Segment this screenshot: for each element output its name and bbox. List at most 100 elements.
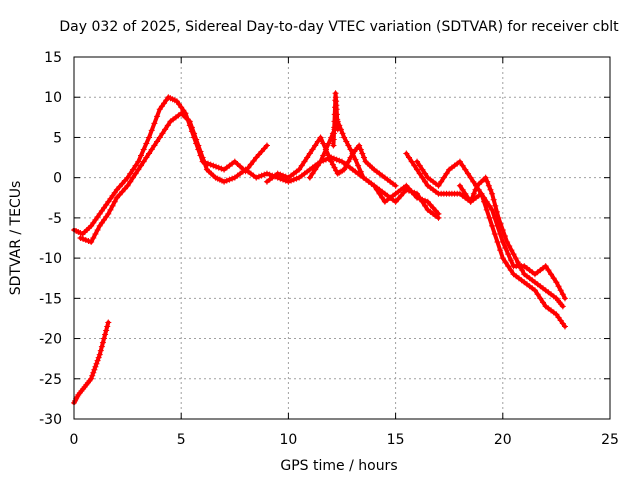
x-tick-label: 25 (601, 432, 619, 448)
data-point (486, 214, 493, 221)
data-point (229, 175, 236, 182)
data-point (330, 142, 337, 149)
data-point (459, 186, 466, 193)
data-point (334, 126, 341, 133)
data-point (395, 195, 402, 202)
data-point (127, 178, 134, 185)
data-point (357, 146, 364, 153)
x-tick-label: 15 (387, 432, 405, 448)
data-point (473, 182, 479, 189)
data-point (494, 239, 501, 246)
data-point (341, 166, 348, 173)
data-point (359, 150, 366, 157)
data-point (90, 369, 97, 376)
data-point (400, 189, 407, 196)
data-point (223, 177, 230, 184)
data-point (411, 162, 418, 169)
data-point (491, 230, 498, 237)
data-point (89, 372, 96, 379)
data-point (96, 222, 103, 229)
data-point (502, 259, 509, 266)
series-trace-spike (330, 90, 341, 149)
data-point (98, 219, 105, 226)
data-point (333, 106, 340, 113)
data-point (334, 121, 341, 128)
data-point (101, 216, 108, 223)
data-point (151, 142, 158, 149)
data-point (162, 126, 169, 133)
y-tick-label: 15 (44, 50, 62, 66)
y-tick-label: 10 (44, 90, 62, 106)
data-point (309, 170, 316, 177)
data-point (435, 182, 442, 189)
series-trace-left-bottom (71, 319, 112, 406)
data-point (501, 232, 508, 239)
data-point (109, 192, 116, 199)
data-point (97, 347, 104, 354)
data-point (550, 275, 557, 282)
data-point (408, 188, 415, 195)
data-point (306, 174, 313, 181)
data-point (132, 170, 139, 177)
data-point (341, 134, 348, 141)
data-point (459, 162, 466, 169)
data-point (470, 178, 477, 185)
data-point (456, 182, 463, 189)
data-point (414, 166, 421, 173)
data-point (111, 198, 118, 205)
data-point (156, 106, 163, 113)
data-point (493, 208, 500, 215)
data-point (207, 161, 214, 168)
data-point (293, 175, 300, 182)
data-point (430, 204, 437, 211)
data-point (77, 235, 84, 241)
data-point (103, 201, 110, 208)
data-point (124, 174, 131, 181)
data-point (467, 174, 474, 181)
x-axis-label: GPS time / hours (280, 458, 397, 474)
data-point (489, 222, 496, 229)
data-point (312, 142, 319, 149)
data-point (331, 124, 338, 131)
data-point (90, 219, 97, 226)
data-point (557, 317, 564, 324)
data-point (559, 320, 566, 327)
data-point (478, 190, 485, 197)
data-point (406, 154, 412, 161)
data-point (422, 178, 429, 185)
data-point (497, 230, 504, 237)
data-point (201, 160, 208, 167)
data-point (121, 185, 128, 192)
data-point (154, 138, 161, 145)
data-point (343, 138, 350, 145)
data-point (113, 186, 120, 193)
data-point (163, 97, 170, 104)
data-point (491, 214, 498, 221)
series-line (404, 151, 565, 309)
data-point (557, 287, 564, 294)
data-point (255, 173, 262, 180)
data-point (91, 366, 98, 373)
data-point (119, 180, 126, 187)
data-point (497, 247, 504, 254)
data-point (277, 171, 284, 178)
data-point (483, 206, 490, 213)
data-point (489, 206, 496, 213)
data-point (502, 245, 509, 252)
data-point (250, 157, 257, 164)
data-point (158, 103, 165, 110)
series-trace-middle-a (263, 134, 442, 221)
data-point (485, 182, 492, 189)
data-point (146, 150, 153, 157)
data-point (330, 136, 337, 143)
data-point (258, 172, 265, 179)
data-point (103, 327, 110, 334)
data-point (301, 158, 308, 165)
data-point (88, 239, 95, 246)
data-point (94, 357, 101, 364)
data-point (197, 148, 204, 155)
data-point (94, 226, 101, 233)
data-point (92, 363, 99, 370)
y-tick-label: -25 (39, 372, 62, 388)
data-point (328, 158, 335, 165)
